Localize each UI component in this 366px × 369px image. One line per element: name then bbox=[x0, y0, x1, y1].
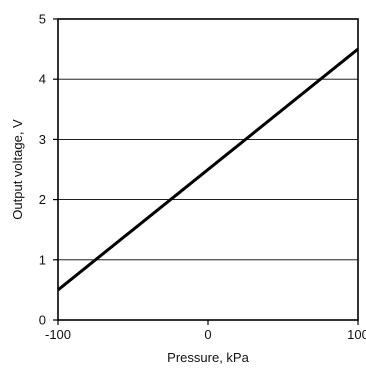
x-tick-label: 100 bbox=[347, 327, 366, 342]
y-tick-label: 4 bbox=[39, 72, 46, 87]
tick-layer bbox=[53, 18, 359, 325]
x-axis-title: Pressure, kPa bbox=[167, 350, 249, 365]
y-tick-label: 3 bbox=[39, 132, 46, 147]
y-tick-label: 1 bbox=[39, 252, 46, 267]
x-tick-label: -100 bbox=[45, 327, 71, 342]
series-line-0 bbox=[57, 47, 359, 292]
y-axis-title: Output voltage, V bbox=[10, 119, 25, 220]
x-tick-label: 0 bbox=[204, 327, 211, 342]
y-tick-label: 5 bbox=[39, 12, 46, 27]
grid-layer bbox=[58, 78, 358, 261]
y-tick-label: 2 bbox=[39, 192, 46, 207]
y-tick-label: 0 bbox=[39, 313, 46, 328]
line-layer bbox=[57, 47, 359, 292]
